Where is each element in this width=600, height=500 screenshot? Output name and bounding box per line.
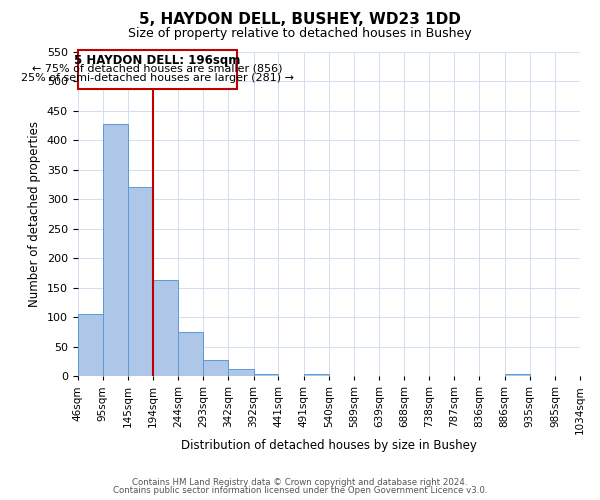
- Bar: [228, 368, 254, 376]
- Bar: [203, 360, 228, 376]
- Bar: [77, 314, 103, 376]
- Text: Size of property relative to detached houses in Bushey: Size of property relative to detached ho…: [128, 28, 472, 40]
- Text: Contains HM Land Registry data © Crown copyright and database right 2024.: Contains HM Land Registry data © Crown c…: [132, 478, 468, 487]
- X-axis label: Distribution of detached houses by size in Bushey: Distribution of detached houses by size …: [181, 440, 477, 452]
- Text: ← 75% of detached houses are smaller (856): ← 75% of detached houses are smaller (85…: [32, 64, 283, 74]
- Y-axis label: Number of detached properties: Number of detached properties: [28, 121, 41, 307]
- Text: 5 HAYDON DELL: 196sqm: 5 HAYDON DELL: 196sqm: [74, 54, 241, 67]
- Text: 25% of semi-detached houses are larger (281) →: 25% of semi-detached houses are larger (…: [21, 73, 294, 83]
- Bar: [103, 124, 128, 376]
- Bar: [304, 374, 329, 376]
- Bar: [505, 374, 530, 376]
- FancyBboxPatch shape: [77, 50, 237, 88]
- Text: 5, HAYDON DELL, BUSHEY, WD23 1DD: 5, HAYDON DELL, BUSHEY, WD23 1DD: [139, 12, 461, 28]
- Bar: [178, 332, 203, 376]
- Bar: [254, 374, 278, 376]
- Bar: [153, 280, 178, 376]
- Text: Contains public sector information licensed under the Open Government Licence v3: Contains public sector information licen…: [113, 486, 487, 495]
- Bar: [128, 186, 153, 376]
